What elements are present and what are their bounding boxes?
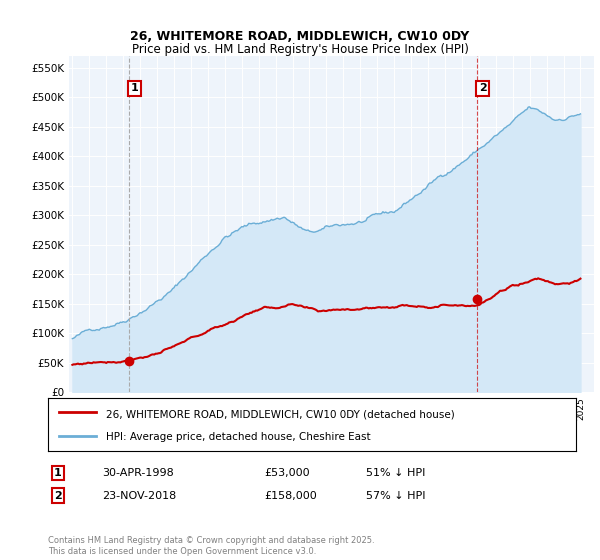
Text: 2: 2	[54, 491, 62, 501]
Text: Contains HM Land Registry data © Crown copyright and database right 2025.
This d: Contains HM Land Registry data © Crown c…	[48, 536, 374, 556]
Text: HPI: Average price, detached house, Cheshire East: HPI: Average price, detached house, Ches…	[106, 432, 371, 442]
Text: 1: 1	[54, 468, 62, 478]
Text: £158,000: £158,000	[264, 491, 317, 501]
Text: 57% ↓ HPI: 57% ↓ HPI	[366, 491, 425, 501]
Text: 1: 1	[130, 83, 138, 94]
Text: 26, WHITEMORE ROAD, MIDDLEWICH, CW10 0DY (detached house): 26, WHITEMORE ROAD, MIDDLEWICH, CW10 0DY…	[106, 409, 455, 419]
Text: 23-NOV-2018: 23-NOV-2018	[102, 491, 176, 501]
Text: £53,000: £53,000	[264, 468, 310, 478]
Text: 26, WHITEMORE ROAD, MIDDLEWICH, CW10 0DY: 26, WHITEMORE ROAD, MIDDLEWICH, CW10 0DY	[130, 30, 470, 43]
Text: Price paid vs. HM Land Registry's House Price Index (HPI): Price paid vs. HM Land Registry's House …	[131, 43, 469, 56]
Text: 2: 2	[479, 83, 487, 94]
Text: 51% ↓ HPI: 51% ↓ HPI	[366, 468, 425, 478]
Text: 30-APR-1998: 30-APR-1998	[102, 468, 174, 478]
